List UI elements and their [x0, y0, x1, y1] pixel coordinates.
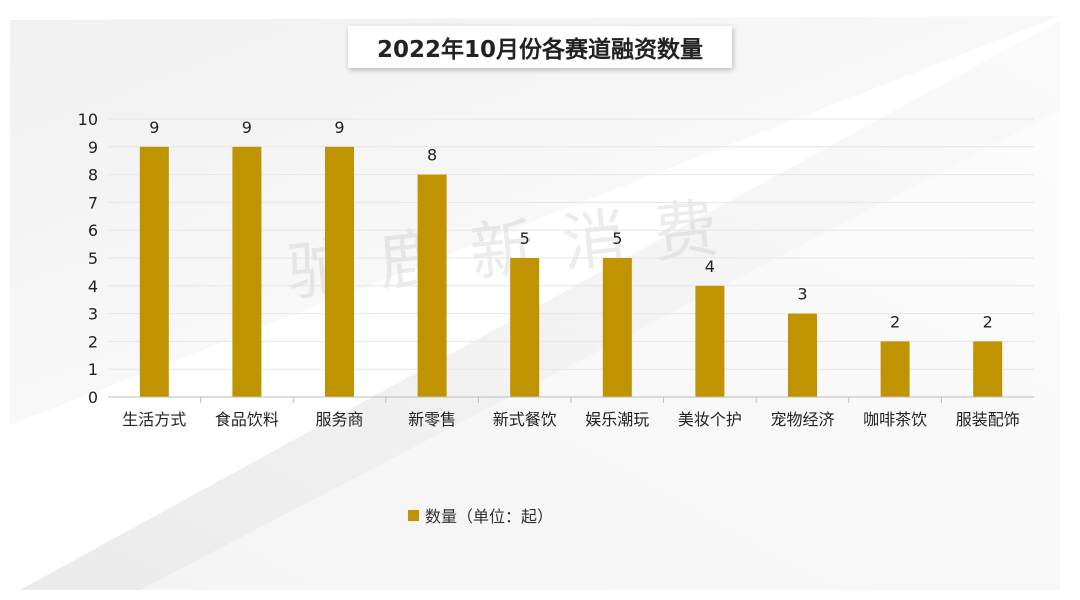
bar — [788, 313, 817, 397]
legend: 数量（单位：起） — [408, 505, 554, 526]
bar — [973, 341, 1003, 397]
data-label: 5 — [520, 229, 530, 248]
y-tick-label: 8 — [88, 166, 98, 185]
x-tick-label: 服务商 — [315, 410, 363, 429]
y-tick-label: 7 — [88, 193, 98, 212]
y-tick-label: 2 — [88, 332, 98, 351]
x-tick-label: 咖啡茶饮 — [863, 410, 927, 429]
bar — [602, 258, 632, 397]
bar — [880, 341, 910, 397]
bar — [417, 174, 447, 397]
bars — [139, 146, 1003, 397]
x-tick-label: 美妆个护 — [678, 410, 742, 429]
legend-label: 数量（单位：起） — [425, 507, 554, 526]
data-label: 2 — [890, 312, 900, 331]
data-label: 9 — [334, 118, 344, 137]
data-label: 9 — [149, 118, 159, 137]
x-tick-label: 生活方式 — [122, 410, 186, 429]
legend-swatch — [408, 509, 419, 521]
y-tick-label: 1 — [88, 360, 98, 379]
bar — [510, 258, 540, 397]
x-axis-ticks: 生活方式 食品饮料 服务商 新零售 新式餐饮 娱乐潮玩 美妆个护 宠物经济 咖啡茶饮 服装配饰 — [122, 397, 1020, 429]
data-labels: 9 9 9 8 5 5 4 3 2 2 — [149, 118, 993, 332]
data-label: 8 — [427, 146, 437, 165]
gridlines — [108, 118, 1034, 370]
x-tick-label: 新式餐饮 — [493, 410, 557, 429]
y-tick-label: 5 — [88, 249, 98, 268]
chart-title: 2022年10月份各赛道融资数量 — [348, 26, 732, 68]
bar — [232, 146, 262, 397]
x-tick-label: 食品饮料 — [215, 410, 279, 429]
bar — [695, 285, 725, 397]
y-tick-label: 4 — [88, 277, 98, 296]
data-label: 3 — [797, 285, 807, 304]
x-tick-label: 服装配饰 — [956, 410, 1020, 429]
y-axis-ticks: 0 1 2 3 4 5 6 7 8 9 10 — [78, 110, 98, 407]
bar — [325, 146, 354, 397]
x-tick-label: 娱乐潮玩 — [585, 410, 649, 429]
x-tick-label: 新零售 — [408, 410, 456, 429]
y-tick-label: 6 — [88, 221, 98, 240]
y-tick-label: 0 — [88, 388, 98, 407]
data-label: 4 — [705, 257, 715, 276]
x-tick-label: 宠物经济 — [770, 410, 834, 429]
y-tick-label: 3 — [88, 305, 98, 324]
data-label: 9 — [242, 118, 252, 137]
bar — [139, 146, 169, 397]
data-label: 5 — [612, 229, 622, 248]
y-tick-label: 9 — [88, 138, 98, 157]
data-label: 2 — [983, 312, 993, 331]
y-tick-label: 10 — [78, 110, 98, 129]
